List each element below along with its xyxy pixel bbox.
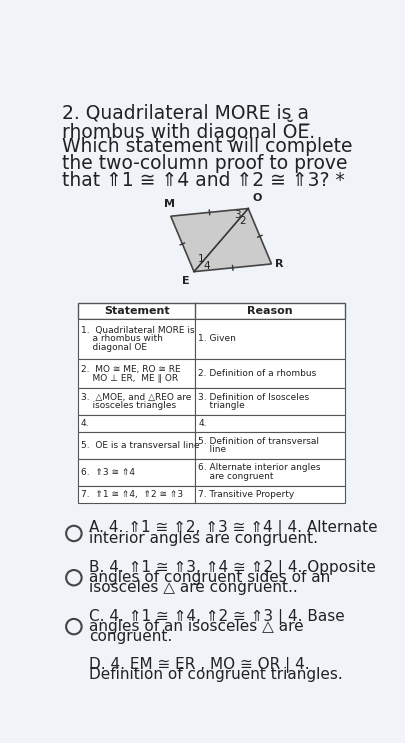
Text: 1.  Quadrilateral MORE is: 1. Quadrilateral MORE is [81, 325, 194, 334]
Bar [78, 432, 195, 458]
Bar [195, 458, 345, 486]
Bar [78, 458, 195, 486]
Text: 5. Definition of transversal: 5. Definition of transversal [198, 437, 320, 446]
Text: 2. Definition of a rhombus: 2. Definition of a rhombus [198, 369, 317, 377]
Polygon shape [171, 209, 271, 272]
Text: isosceles △ are congruent..: isosceles △ are congruent.. [90, 580, 298, 595]
Text: M: M [164, 199, 175, 210]
Text: MO ⊥ ER,  ME ∥ OR: MO ⊥ ER, ME ∥ OR [81, 373, 178, 382]
Text: 1. Given: 1. Given [198, 334, 237, 343]
Text: a rhombus with: a rhombus with [81, 334, 163, 343]
Text: diagonal OE: diagonal OE [81, 343, 147, 351]
Text: 4: 4 [204, 262, 211, 271]
Text: Reason: Reason [247, 306, 293, 316]
Text: isosceles triangles: isosceles triangles [81, 401, 176, 410]
Text: the two-column proof to prove: the two-column proof to prove [62, 154, 348, 173]
Bar [78, 359, 195, 388]
Text: O: O [252, 193, 262, 203]
Text: D. 4. EM ≅ ER , MO ≅ OR | 4.: D. 4. EM ≅ ER , MO ≅ OR | 4. [90, 657, 310, 672]
Text: A. 4. ⇑1 ≅ ⇑2, ⇑3 ≅ ⇑4 | 4. Alternate: A. 4. ⇑1 ≅ ⇑2, ⇑3 ≅ ⇑4 | 4. Alternate [90, 520, 378, 536]
Bar [78, 415, 195, 432]
Bar [78, 388, 195, 415]
Text: triangle: triangle [198, 401, 245, 410]
Bar [195, 388, 345, 415]
Bar [78, 319, 195, 359]
Text: C. 4. ⇑1 ≅ ⇑4, ⇑2 ≅ ⇑3 | 4. Base: C. 4. ⇑1 ≅ ⇑4, ⇑2 ≅ ⇑3 | 4. Base [90, 609, 345, 625]
Text: 4.: 4. [198, 419, 207, 428]
Text: 7. Transitive Property: 7. Transitive Property [198, 490, 295, 499]
Text: interior angles are congruent.: interior angles are congruent. [90, 531, 318, 546]
Text: 3.  △MOE, and △REO are: 3. △MOE, and △REO are [81, 392, 191, 402]
Text: that ⇑1 ≅ ⇑4 and ⇑2 ≅ ⇑3? *: that ⇑1 ≅ ⇑4 and ⇑2 ≅ ⇑3? * [62, 171, 345, 189]
Text: 3. Definition of Isosceles: 3. Definition of Isosceles [198, 392, 309, 402]
Text: Statement: Statement [104, 306, 169, 316]
Text: angles of an isosceles △ are: angles of an isosceles △ are [90, 619, 304, 634]
Bar [195, 319, 345, 359]
Text: E: E [182, 276, 190, 285]
Text: 6.  ⇑3 ≅ ⇑4: 6. ⇑3 ≅ ⇑4 [81, 468, 135, 477]
Text: Which statement will complete: Which statement will complete [62, 137, 353, 156]
Text: 5.  OE is a transversal line: 5. OE is a transversal line [81, 441, 200, 450]
Text: B. 4. ⇑1 ≅ ⇑3, ⇑4 ≅ ⇑2 | 4. Opposite: B. 4. ⇑1 ≅ ⇑3, ⇑4 ≅ ⇑2 | 4. Opposite [90, 559, 376, 576]
Bar [195, 432, 345, 458]
Text: 7.  ⇑1 ≅ ⇑4,  ⇑2 ≅ ⇑3: 7. ⇑1 ≅ ⇑4, ⇑2 ≅ ⇑3 [81, 490, 183, 499]
Text: 6. Alternate interior angles: 6. Alternate interior angles [198, 464, 321, 473]
Text: 1: 1 [198, 254, 204, 265]
Text: Definition of congruent triangles.: Definition of congruent triangles. [90, 667, 343, 682]
Text: congruent.: congruent. [90, 629, 173, 644]
Text: 2. Quadrilateral MORE is a: 2. Quadrilateral MORE is a [62, 103, 309, 122]
Text: are congruent: are congruent [198, 472, 274, 481]
Bar [78, 303, 345, 319]
Bar [78, 486, 195, 503]
Text: 2: 2 [239, 216, 246, 226]
Text: line: line [198, 445, 227, 454]
Text: angles of congruent sides of an: angles of congruent sides of an [90, 570, 330, 585]
Text: 3: 3 [234, 210, 241, 220]
Bar [195, 486, 345, 503]
Text: 2.  MO ≅ ME, RO ≅ RE: 2. MO ≅ ME, RO ≅ RE [81, 365, 181, 374]
Bar [195, 415, 345, 432]
Text: 4.: 4. [81, 419, 90, 428]
Text: rhombus with diagonal ŎE̅.: rhombus with diagonal ŎE̅. [62, 120, 315, 143]
Text: R: R [275, 259, 284, 269]
Bar [195, 359, 345, 388]
